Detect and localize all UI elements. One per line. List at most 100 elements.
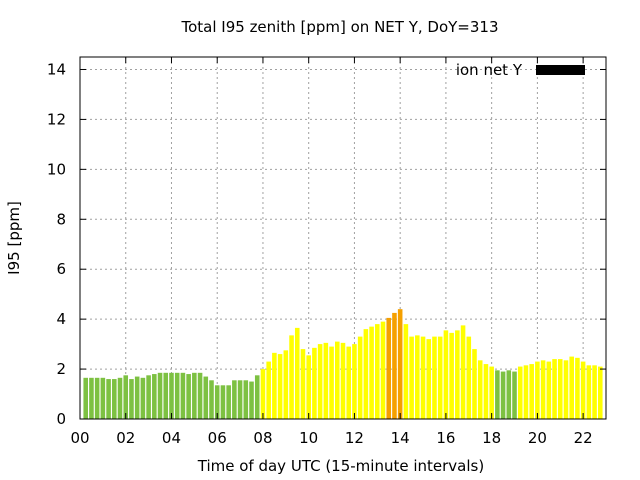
y-tick-label: 8 — [56, 210, 66, 228]
x-tick-label: 04 — [162, 429, 181, 447]
bar — [163, 372, 169, 419]
legend: ion net Y — [456, 61, 585, 79]
bar — [512, 371, 517, 419]
bar — [294, 327, 300, 419]
bar — [575, 357, 580, 419]
bar — [466, 336, 472, 419]
bar — [129, 379, 134, 419]
bar — [134, 376, 140, 419]
chart-title: Total I95 zenith [ppm] on NET Y, DoY=313 — [180, 18, 498, 36]
y-tick-label: 4 — [56, 310, 66, 328]
y-axis-label: I95 [ppm] — [5, 201, 23, 275]
bar — [592, 365, 597, 419]
bar — [180, 372, 186, 419]
bar — [335, 341, 340, 419]
y-tick-label: 6 — [56, 260, 66, 278]
bar — [140, 377, 146, 419]
x-tick-label: 00 — [70, 429, 89, 447]
bar — [272, 352, 277, 419]
x-tick-label: 18 — [482, 429, 501, 447]
bar — [174, 372, 180, 419]
bar — [209, 380, 214, 419]
bar — [437, 336, 443, 419]
bar — [449, 332, 454, 419]
bar — [312, 347, 317, 419]
y-tick-label: 2 — [56, 360, 66, 378]
bar — [540, 360, 546, 419]
bar — [157, 372, 163, 419]
bar — [317, 344, 323, 419]
bar — [289, 335, 294, 419]
x-tick-label: 14 — [391, 429, 410, 447]
bar — [277, 354, 283, 419]
bar — [226, 385, 231, 419]
bar — [357, 336, 363, 419]
bar — [415, 335, 420, 419]
x-tick-label: 02 — [116, 429, 135, 447]
bar — [243, 380, 249, 419]
bar — [197, 372, 203, 419]
bar — [340, 342, 346, 419]
bar — [186, 374, 191, 419]
bar — [306, 355, 311, 419]
bar — [83, 377, 88, 419]
bar — [346, 346, 351, 419]
bar — [460, 325, 466, 419]
bar — [420, 336, 426, 419]
bar — [89, 377, 94, 419]
x-tick-label: 20 — [528, 429, 547, 447]
x-tick-label: 06 — [208, 429, 227, 447]
bar — [569, 356, 574, 419]
bar — [283, 350, 289, 419]
bar — [266, 361, 271, 419]
x-axis-label: Time of day UTC (15-minute intervals) — [197, 457, 484, 475]
x-tick-label: 16 — [436, 429, 455, 447]
bar — [369, 326, 374, 419]
plot-frame — [79, 56, 607, 420]
bar — [506, 370, 512, 419]
bar — [117, 377, 123, 419]
bar — [94, 377, 100, 419]
bar — [397, 309, 403, 419]
bar — [100, 377, 106, 419]
x-tick-label: 10 — [299, 429, 318, 447]
y-tick-label: 10 — [47, 160, 66, 178]
bar — [329, 346, 334, 419]
bar — [192, 372, 197, 419]
grid-lines — [80, 57, 606, 419]
bar — [214, 385, 220, 419]
bar — [380, 321, 386, 419]
bar — [363, 329, 369, 419]
bar — [477, 360, 483, 419]
bar — [535, 361, 540, 419]
bar — [489, 366, 494, 419]
bar — [495, 370, 500, 419]
bar — [300, 349, 306, 419]
y-tick-label: 14 — [47, 60, 66, 78]
bar — [220, 385, 226, 419]
bar — [500, 371, 506, 419]
legend-swatch — [536, 65, 585, 75]
bar — [586, 365, 592, 419]
bar — [552, 359, 557, 419]
bar — [529, 364, 534, 419]
bar — [203, 376, 209, 419]
bar — [146, 375, 151, 419]
x-tick-label: 12 — [345, 429, 364, 447]
bar — [375, 324, 380, 419]
bar — [455, 330, 460, 419]
bar — [546, 361, 552, 419]
bar — [426, 339, 432, 419]
bar — [232, 380, 237, 419]
bar — [386, 317, 392, 419]
bar — [472, 349, 477, 419]
bar — [517, 366, 523, 419]
bar — [523, 365, 529, 419]
bar — [123, 375, 129, 419]
bar — [169, 372, 174, 419]
bar — [112, 379, 117, 419]
bar — [598, 366, 603, 419]
bar — [557, 359, 563, 419]
